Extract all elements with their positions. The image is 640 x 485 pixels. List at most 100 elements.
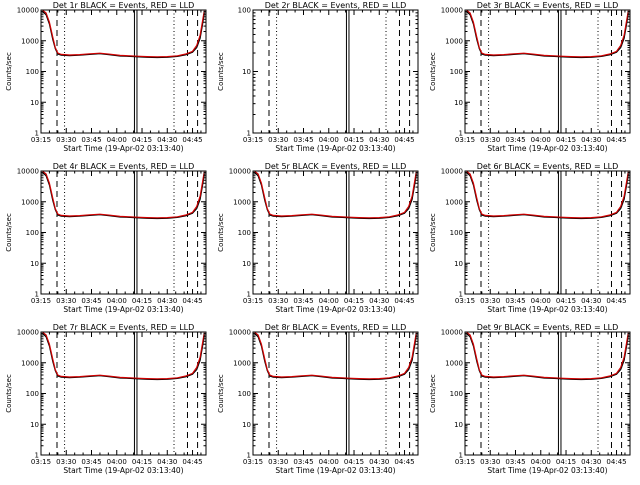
x-axis-label: Start Time (19-Apr-02 03:13:40) (275, 466, 395, 475)
x-axis: 03:15 03:30 03:45 04:00 04:15 04:30 04:45 (31, 171, 203, 305)
x-tick-label: 04:00 (107, 136, 127, 144)
x-tick-label: 04:00 (319, 136, 339, 144)
x-tick-label: 04:45 (394, 458, 414, 466)
x-tick-label: 04:15 (344, 297, 364, 305)
x-tick-label: 04:15 (344, 136, 364, 144)
y-tick-label: 1 (247, 291, 251, 299)
y-axis-label: Counts/sec (5, 374, 13, 413)
x-axis: 03:15 03:30 03:45 04:00 04:15 04:30 04:45 (455, 10, 627, 144)
x-axis: 03:15 03:30 03:45 04:00 04:15 04:30 04:45 (243, 332, 415, 466)
y-axis: 1 10 100 1000 10000 (17, 168, 206, 299)
plot-frame (40, 9, 207, 134)
plot-frame (464, 170, 631, 295)
marker-lines (480, 171, 623, 294)
x-axis: 03:15 03:30 03:45 04:00 04:15 04:30 04:45 (31, 10, 203, 144)
x-tick-label: 03:15 (455, 297, 475, 305)
x-tick-label: 04:30 (157, 297, 177, 305)
y-axis: 1 10 100 1000 10000 (229, 329, 418, 460)
x-tick-label: 03:30 (56, 136, 76, 144)
x-tick-label: 04:45 (182, 136, 202, 144)
x-tick-label: 03:45 (505, 297, 525, 305)
x-axis: 03:15 03:30 03:45 04:00 04:15 04:30 04:45 (455, 171, 627, 305)
y-tick-label: 1000 (233, 198, 251, 206)
series-lld (466, 171, 629, 219)
y-tick-label: 100 (26, 68, 39, 76)
x-tick-label: 03:15 (31, 136, 51, 144)
x-axis-label: Start Time (19-Apr-02 03:13:40) (487, 466, 607, 475)
series-lld (466, 332, 629, 380)
y-tick-label: 1000 (21, 359, 39, 367)
x-tick-label: 04:45 (182, 458, 202, 466)
marker-lines (268, 171, 411, 294)
x-axis-label: Start Time (19-Apr-02 03:13:40) (275, 305, 395, 314)
x-tick-label: 03:30 (268, 297, 288, 305)
y-tick-label: 1000 (445, 198, 463, 206)
y-axis-label: Counts/sec (429, 213, 437, 252)
x-tick-label: 03:15 (31, 297, 51, 305)
x-tick-label: 03:30 (56, 458, 76, 466)
x-tick-label: 04:00 (107, 297, 127, 305)
x-axis-label: Start Time (19-Apr-02 03:13:40) (63, 305, 183, 314)
x-tick-label: 04:30 (157, 136, 177, 144)
y-tick-label: 10 (30, 260, 39, 268)
panel-7: Det 7r BLACK = Events, RED = LLD 1 10 100 10… (5, 323, 207, 475)
x-tick-label: 04:00 (107, 458, 127, 466)
y-tick-label: 100 (26, 390, 39, 398)
x-tick-label: 04:30 (581, 297, 601, 305)
plot-frame (40, 331, 207, 456)
y-tick-label: 1000 (445, 37, 463, 45)
x-tick-label: 03:45 (293, 297, 313, 305)
y-axis-label: Counts/sec (5, 52, 13, 91)
y-tick-label: 10 (242, 260, 251, 268)
y-tick-label: 10000 (229, 329, 251, 337)
series-lld (42, 171, 205, 219)
x-tick-label: 04:15 (556, 458, 576, 466)
panel-9: Det 9r BLACK = Events, RED = LLD 1 10 100 10… (429, 323, 631, 475)
y-axis-label: Counts/sec (217, 52, 225, 91)
y-tick-label: 10 (454, 260, 463, 268)
x-tick-label: 03:15 (243, 136, 263, 144)
panel-title: Det 9r BLACK = Events, RED = LLD (477, 323, 619, 332)
y-tick-label: 10000 (17, 168, 39, 176)
panel-title: Det 8r BLACK = Events, RED = LLD (265, 323, 407, 332)
x-tick-label: 03:30 (480, 297, 500, 305)
x-tick-label: 04:30 (157, 458, 177, 466)
x-tick-label: 03:45 (293, 458, 313, 466)
panel-title: Det 6r BLACK = Events, RED = LLD (477, 162, 619, 171)
series-lld (466, 10, 629, 58)
series-lld (254, 332, 417, 380)
x-axis: 03:15 03:30 03:45 04:00 04:15 04:30 04:45 (243, 10, 415, 144)
x-tick-label: 04:00 (531, 458, 551, 466)
x-tick-label: 03:15 (243, 458, 263, 466)
x-tick-label: 04:45 (394, 297, 414, 305)
y-axis: 1 10 100 1000 10000 (441, 7, 630, 138)
x-tick-label: 03:15 (455, 458, 475, 466)
y-tick-label: 10 (454, 99, 463, 107)
y-axis: 1 10 100 1000 10000 (17, 7, 206, 138)
panel-title: Det 1r BLACK = Events, RED = LLD (53, 1, 195, 10)
panel-title: Det 5r BLACK = Events, RED = LLD (265, 162, 407, 171)
x-axis-label: Start Time (19-Apr-02 03:13:40) (63, 144, 183, 153)
plot-frame (40, 170, 207, 295)
y-tick-label: 1 (459, 452, 463, 460)
x-tick-label: 03:30 (480, 136, 500, 144)
series-events (254, 332, 417, 381)
panel-5: Det 5r BLACK = Events, RED = LLD 1 10 100 10… (217, 162, 419, 314)
x-tick-label: 04:45 (606, 458, 626, 466)
x-tick-label: 03:45 (81, 458, 101, 466)
x-tick-label: 04:00 (319, 297, 339, 305)
y-tick-label: 100 (450, 390, 463, 398)
y-axis-label: Counts/sec (5, 213, 13, 252)
panel-title: Det 3r BLACK = Events, RED = LLD (477, 1, 619, 10)
y-axis: 1 10 100 1000 10000 (229, 168, 418, 299)
y-axis-label: Counts/sec (429, 52, 437, 91)
series-events (42, 171, 205, 220)
plot-frame (252, 170, 419, 295)
x-tick-label: 03:30 (480, 458, 500, 466)
y-axis-label: Counts/sec (217, 374, 225, 413)
y-tick-label: 10 (242, 68, 251, 76)
marker-lines (268, 332, 411, 455)
x-tick-label: 03:45 (81, 136, 101, 144)
y-tick-label: 100 (238, 390, 251, 398)
